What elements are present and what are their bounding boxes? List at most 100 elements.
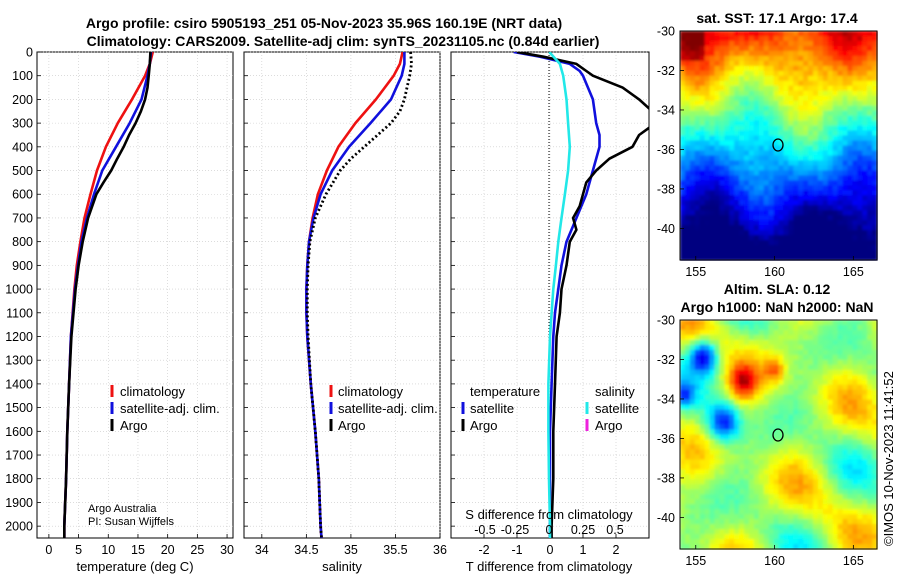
map-cell xyxy=(867,379,873,386)
map-cell xyxy=(803,534,809,540)
map-cell xyxy=(793,519,799,525)
map-cell xyxy=(704,469,711,475)
map-cell xyxy=(739,135,745,142)
map-cell xyxy=(827,379,834,386)
map-cell xyxy=(699,135,706,142)
map-cell xyxy=(684,95,691,102)
map-cell xyxy=(783,489,789,495)
map-cell xyxy=(699,215,706,221)
map-cell xyxy=(744,185,750,191)
map-cell xyxy=(724,389,730,396)
map-cell xyxy=(758,230,765,236)
map-cell xyxy=(778,404,785,411)
map-cell xyxy=(709,419,716,426)
figure-title-line2: Climatology: CARS2009. Satellite-adj cli… xyxy=(87,33,600,49)
map-cell xyxy=(739,80,745,87)
legend-climatology-label: climatology xyxy=(338,384,404,399)
map-cell xyxy=(798,105,804,112)
map-cell xyxy=(778,210,785,216)
map-cell xyxy=(753,220,760,226)
map-cell xyxy=(714,170,720,176)
legend-satellite-label: satellite-adj. clim. xyxy=(120,401,220,416)
map-cell xyxy=(768,469,775,475)
map-cell xyxy=(694,150,701,157)
map-cell xyxy=(704,250,711,256)
map-cell xyxy=(788,399,794,406)
map-cell xyxy=(680,155,686,162)
map-cell xyxy=(758,165,765,171)
map-cell xyxy=(822,359,829,366)
map-cell xyxy=(783,220,789,226)
map-cell xyxy=(680,220,686,226)
map-cell xyxy=(822,404,829,411)
map-cell xyxy=(714,50,720,57)
map-cell xyxy=(753,160,760,167)
map-cell xyxy=(852,444,858,451)
map-cell xyxy=(793,140,799,147)
map-cell xyxy=(803,544,809,550)
map-cell xyxy=(788,220,794,226)
map-cell xyxy=(699,324,706,331)
x-tick-label: 20 xyxy=(161,543,175,557)
map-cell xyxy=(758,529,765,535)
map-cell xyxy=(832,235,839,241)
map-cell xyxy=(827,324,834,331)
map-cell xyxy=(832,419,839,426)
t-difference-tick-labels: -2 -1 0 1 2 xyxy=(478,543,619,557)
map-cell xyxy=(867,220,873,226)
map-cell xyxy=(768,449,775,456)
map-cell xyxy=(684,364,691,371)
map-cell xyxy=(744,534,750,540)
map-cell xyxy=(709,489,716,495)
map-cell xyxy=(788,394,794,401)
map-cell xyxy=(753,70,760,77)
sst-argo-position-marker xyxy=(772,138,784,152)
map-cell xyxy=(689,524,696,530)
map-cell xyxy=(788,424,794,431)
map-cell xyxy=(734,494,740,500)
map-cell xyxy=(744,359,750,366)
map-cell xyxy=(684,155,691,162)
map-cell xyxy=(857,31,863,37)
map-cell xyxy=(709,389,716,396)
map-cell xyxy=(798,250,804,256)
map-cell xyxy=(852,255,858,261)
map-cell xyxy=(793,75,799,82)
map-cell xyxy=(867,359,873,366)
map-cell xyxy=(852,454,858,460)
map-cell xyxy=(709,145,716,152)
map-cell xyxy=(847,354,853,361)
map-cell xyxy=(827,190,834,196)
map-cell xyxy=(758,424,765,431)
map-cell xyxy=(689,190,696,196)
map-cell xyxy=(847,140,853,147)
map-cell xyxy=(709,339,716,346)
map-cell xyxy=(778,250,785,256)
map-cell xyxy=(699,454,706,460)
map-cell xyxy=(803,479,809,485)
map-cell xyxy=(862,464,868,470)
map-cell xyxy=(714,125,720,132)
map-cell xyxy=(734,80,740,87)
map-cell xyxy=(694,349,701,356)
map-cell xyxy=(734,225,740,231)
map-cell xyxy=(739,210,745,216)
map-cell xyxy=(808,195,814,201)
y-tick-label: 1900 xyxy=(5,496,33,510)
map-cell xyxy=(817,200,824,206)
map-cell xyxy=(847,399,853,406)
map-cell xyxy=(763,255,770,261)
map-cell xyxy=(763,354,770,361)
map-cell xyxy=(773,499,780,505)
map-cell xyxy=(744,514,750,520)
map-cell xyxy=(744,539,750,545)
map-cell xyxy=(734,484,740,490)
map-cell xyxy=(857,334,863,341)
map-cell xyxy=(847,230,853,236)
map-cell xyxy=(798,324,804,331)
map-cell xyxy=(778,115,785,122)
map-cell xyxy=(827,135,834,142)
map-cell xyxy=(837,524,844,530)
map-cell xyxy=(773,135,780,142)
map-cell xyxy=(680,484,686,490)
